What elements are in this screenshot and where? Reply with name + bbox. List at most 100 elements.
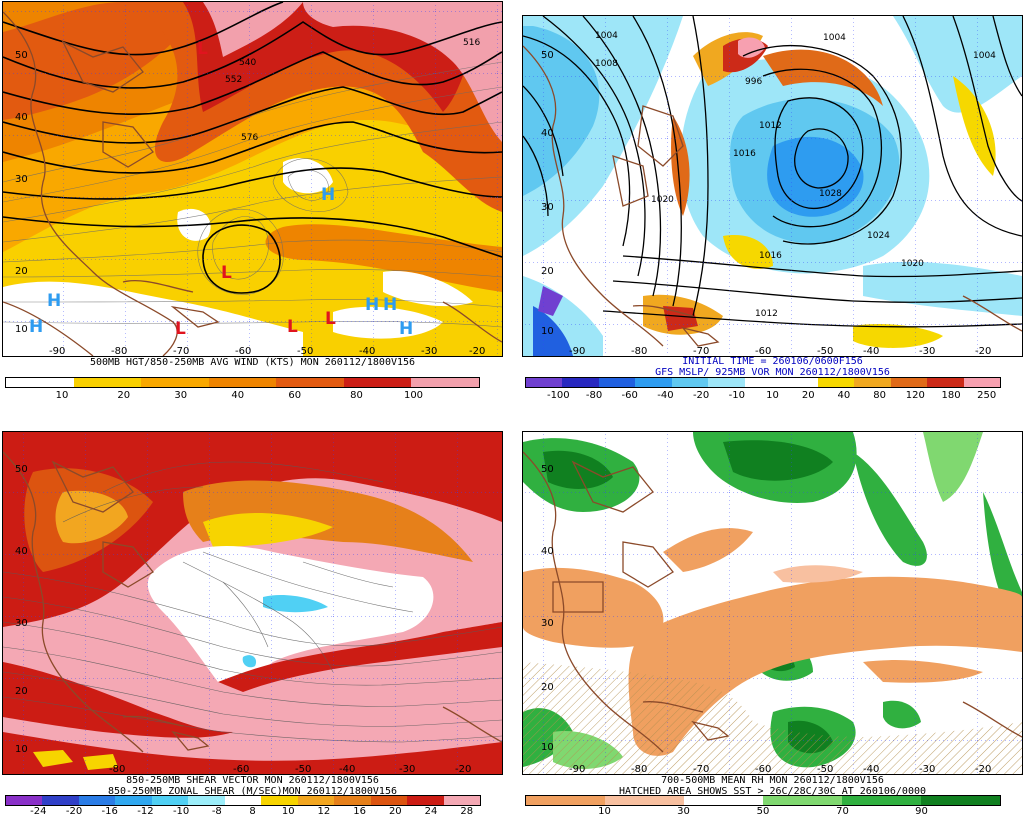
colorbar-tick-label: 80 <box>350 390 363 401</box>
colorbar-tick-label: 10 <box>281 806 295 817</box>
lon-label: -80 <box>109 764 125 774</box>
lon-label: -40 <box>863 764 879 774</box>
lon-label: -60 <box>235 346 251 356</box>
lon-label: -20 <box>975 346 991 356</box>
colorbar-swatch <box>671 378 709 387</box>
colorbar-swatch <box>963 378 1001 387</box>
lat-label: 50 <box>541 50 554 61</box>
colorbar-swatch <box>927 378 964 387</box>
caption-line: 700-500MB MEAN RH MON 260112/1800V156 <box>661 775 884 786</box>
high-pressure-marker: H <box>321 185 335 205</box>
map-mean-rh: 50 40 30 20 10 -90 -80 -70 -60 -50 -40 -… <box>523 432 1022 774</box>
high-pressure-marker: H <box>29 317 43 337</box>
lon-label: -40 <box>863 346 879 356</box>
lon-label: -50 <box>295 764 311 774</box>
colorbar-vorticity <box>525 377 1001 388</box>
isobar-label: 1004 <box>823 33 846 43</box>
low-pressure-marker: L <box>325 309 336 329</box>
lat-label: 10 <box>15 324 28 335</box>
colorbar-swatch <box>224 796 262 805</box>
lon-label: -90 <box>569 346 585 356</box>
lat-label: 30 <box>541 202 554 213</box>
colorbar-tick-label: 60 <box>288 390 302 401</box>
contour-label: 552 <box>225 75 242 85</box>
colorbar-swatch <box>635 378 672 387</box>
colorbar-tick-label: 28 <box>460 806 474 817</box>
colorbar-tick-label: 70 <box>836 806 849 817</box>
colorbar-swatch <box>526 378 563 387</box>
map-mslp-vorticity: 50 40 30 20 10 -90 -80 -70 -60 -50 -40 -… <box>523 16 1022 356</box>
colorbar-swatch <box>562 378 599 387</box>
isobar-label: 1004 <box>973 51 996 61</box>
lat-label: 20 <box>541 266 554 277</box>
isobar-label: 1028 <box>819 189 842 199</box>
colorbar-ticks: 10 20 30 40 60 80 100 <box>5 390 480 404</box>
colorbar-tick-label: -40 <box>657 390 674 401</box>
panel-caption: 850-250MB SHEAR VECTOR MON 260112/1800V1… <box>2 775 503 797</box>
colorbar-swatch <box>443 796 481 805</box>
colorbar-swatch <box>6 378 74 387</box>
colorbar-swatch <box>842 796 921 805</box>
isobar-label: 1012 <box>759 121 782 131</box>
colorbar-tick-label: -20 <box>692 390 710 401</box>
colorbar-swatch <box>42 796 79 805</box>
colorbar-ticks: -100 -80 -60 -40 -20 -10 10 20 40 80 120… <box>525 390 1001 404</box>
colorbar-tick-label: 80 <box>873 390 886 401</box>
isobar-label: 1016 <box>759 251 782 261</box>
colorbar-tick-label: -20 <box>65 806 83 817</box>
lon-label: -90 <box>49 346 65 356</box>
lon-label: -30 <box>399 764 415 774</box>
lon-label: -80 <box>111 346 127 356</box>
lat-label: 40 <box>15 112 28 123</box>
lon-label: -60 <box>755 346 771 356</box>
caption-line: HATCHED AREA SHOWS SST > 26C/28C/30C AT … <box>618 786 927 797</box>
map-panel-mslp-vorticity: 50 40 30 20 10 -90 -80 -70 -60 -50 -40 -… <box>522 15 1023 357</box>
colorbar-swatch <box>708 378 745 387</box>
colorbar-tick-label: 40 <box>837 390 851 401</box>
lat-label: 10 <box>15 744 28 755</box>
low-pressure-marker: L <box>197 39 208 59</box>
high-pressure-marker: H <box>399 319 413 339</box>
colorbar-ticks: -24 -20 -16 -12 -10 -8 8 10 12 16 20 24 … <box>5 806 481 820</box>
lon-label: -20 <box>455 764 471 774</box>
lon-label: -30 <box>919 764 935 774</box>
isobar-label: 1004 <box>595 31 618 41</box>
colorbar-tick-label: 12 <box>317 806 331 817</box>
high-pressure-marker: H <box>383 295 397 315</box>
colorbar-tick-label: 30 <box>174 390 188 401</box>
contour-label: 516 <box>463 38 480 48</box>
lon-label: -30 <box>421 346 437 356</box>
isobar-label: 1024 <box>867 231 890 241</box>
colorbar-tick-label: 10 <box>766 390 779 401</box>
colorbar-swatch <box>208 378 277 387</box>
colorbar-swatch <box>78 796 116 805</box>
colorbar-tick-label: 10 <box>55 390 69 401</box>
colorbar-tick-label: 30 <box>677 806 690 817</box>
colorbar-swatch <box>343 378 412 387</box>
lon-label: -80 <box>631 346 647 356</box>
lat-label: 10 <box>541 742 554 753</box>
colorbar-tick-label: 250 <box>977 390 997 401</box>
colorbar-tick-label: -16 <box>101 806 118 817</box>
colorbar-swatch <box>763 796 842 805</box>
colorbar-swatch <box>151 796 189 805</box>
colorbar-tick-label: 20 <box>801 390 815 401</box>
map-500mb-wind: 50 40 30 20 10 -90 -80 -70 -60 -50 -40 -… <box>3 2 502 356</box>
lon-label: -50 <box>817 346 833 356</box>
lon-label: -20 <box>469 346 485 356</box>
lat-label: 20 <box>541 682 554 693</box>
colorbar-tick-label: -12 <box>137 806 154 817</box>
lat-label: 10 <box>541 326 554 337</box>
lon-label: -50 <box>817 764 833 774</box>
colorbar-swatch <box>526 796 605 805</box>
colorbar-swatch <box>370 796 408 805</box>
colorbar-swatch <box>744 378 782 387</box>
colorbar-swatch <box>73 378 142 387</box>
lat-label: 30 <box>15 174 28 185</box>
lon-label: -30 <box>919 346 935 356</box>
isobar-label: 996 <box>745 77 762 87</box>
lon-label: -70 <box>693 764 709 774</box>
lon-label: -70 <box>693 346 709 356</box>
colorbar-swatch <box>781 378 818 387</box>
colorbar-tick-label: 24 <box>424 806 438 817</box>
